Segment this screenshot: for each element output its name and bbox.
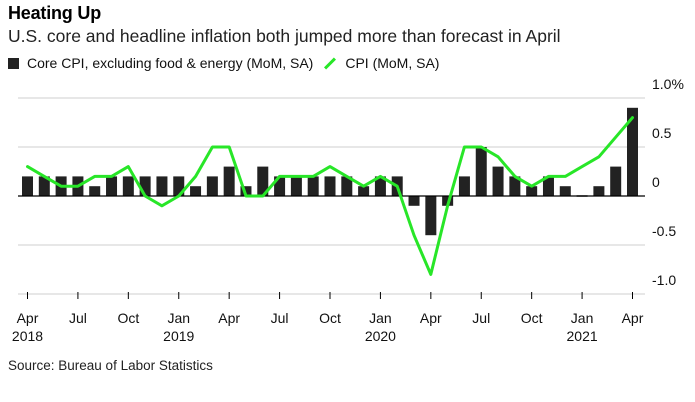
x-tick-month-label: Jul (472, 310, 490, 326)
chart-title: Heating Up (8, 3, 102, 23)
y-tick-label: -0.5 (652, 223, 676, 239)
x-tick-month-label: Oct (319, 310, 341, 326)
x-tick-month-label: Oct (521, 310, 543, 326)
x-tick-year-label: 2021 (567, 328, 598, 344)
chart-subtitle: U.S. core and headline inflation both ju… (8, 26, 561, 46)
legend-core-label: Core CPI, excluding food & energy (MoM, … (27, 55, 314, 71)
core-cpi-bar (358, 186, 370, 196)
core-cpi-bar (240, 186, 252, 196)
core-cpi-bar (223, 166, 235, 196)
x-tick-month-label: Jan (167, 310, 190, 326)
core-cpi-bar (274, 176, 286, 196)
x-tick-year-label: 2020 (365, 328, 396, 344)
core-cpi-bar (526, 186, 538, 196)
core-cpi-bar (324, 176, 336, 196)
source-note: Source: Bureau of Labor Statistics (8, 358, 213, 373)
core-cpi-bar (509, 176, 521, 196)
core-cpi-bar (290, 176, 302, 196)
core-cpi-bar (122, 176, 134, 196)
chart-legend: Core CPI, excluding food & energy (MoM, … (8, 55, 439, 71)
x-tick-month-label: Oct (117, 310, 139, 326)
x-tick-month-label: Apr (218, 310, 240, 326)
x-tick-month-label: Apr (420, 310, 442, 326)
core-cpi-bar (374, 176, 386, 196)
y-tick-label: -1.0 (652, 272, 676, 288)
x-tick-layer: Apr 2018 Jul Oct Jan 2019 Apr Jul Oct Jan 2020 Apr J… (12, 292, 644, 344)
x-tick-year-label: 2018 (12, 328, 43, 344)
y-tick-layer: 1.0% 0.5 0 -0.5 -1.0 (652, 76, 684, 288)
legend-cpi-label: CPI (MoM, SA) (345, 55, 440, 71)
x-tick-month-label: Jul (69, 310, 87, 326)
x-tick-month-label: Jul (271, 310, 289, 326)
core-cpi-bar (559, 186, 571, 196)
core-cpi-bar (610, 166, 622, 196)
x-tick-month-label: Jan (369, 310, 392, 326)
y-tick-label: 1.0% (652, 76, 684, 92)
core-cpi-bar (139, 176, 151, 196)
core-cpi-bar (475, 147, 487, 196)
core-cpi-bar (542, 176, 554, 196)
core-cpi-bar (206, 176, 218, 196)
x-tick-month-label: Apr (622, 310, 644, 326)
bar-layer (22, 107, 638, 236)
core-cpi-bar (173, 176, 185, 196)
core-cpi-bar (492, 166, 504, 196)
line-layer (26, 116, 634, 276)
core-cpi-bar (425, 196, 437, 236)
grid-layer (18, 97, 645, 295)
x-tick-month-label: Apr (17, 310, 39, 326)
core-cpi-bar (106, 176, 118, 196)
x-tick-year-label: 2019 (163, 328, 194, 344)
y-tick-label: 0.5 (652, 125, 672, 141)
core-cpi-bar (257, 166, 269, 196)
core-cpi-bar (307, 176, 319, 196)
legend-bar-swatch (8, 57, 19, 69)
core-cpi-bar (458, 176, 470, 196)
core-cpi-bar (156, 176, 168, 196)
core-cpi-bar (627, 107, 638, 196)
y-tick-label: 0 (652, 174, 660, 190)
x-tick-month-label: Jan (571, 310, 594, 326)
core-cpi-bar (190, 186, 202, 196)
core-cpi-bar (593, 186, 605, 196)
core-cpi-bar (408, 196, 420, 206)
core-cpi-bar (341, 176, 353, 196)
core-cpi-bar (89, 186, 101, 196)
core-cpi-bar (38, 176, 50, 196)
core-cpi-bar (22, 176, 33, 196)
